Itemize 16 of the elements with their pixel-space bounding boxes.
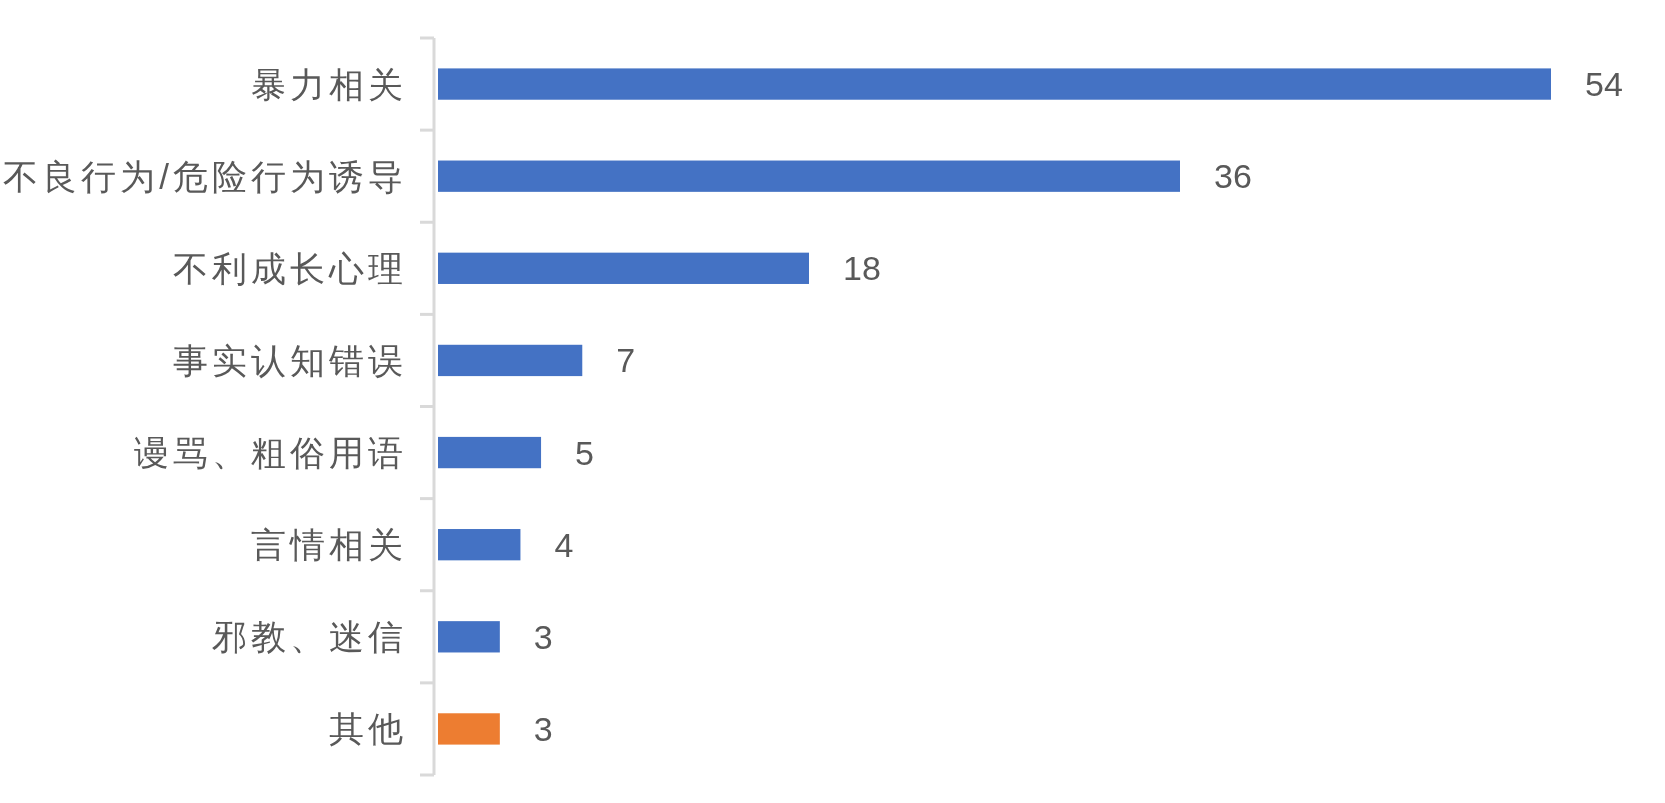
data-label: 54 — [1585, 65, 1623, 104]
data-label: 7 — [616, 341, 636, 380]
data-label: 36 — [1214, 157, 1252, 196]
category-label: 言情相关 — [251, 525, 407, 565]
data-label: 4 — [554, 525, 574, 564]
category-label: 不利成长心理 — [173, 248, 407, 288]
category-label: 事实认知错误 — [173, 340, 407, 380]
data-label: 3 — [533, 709, 553, 748]
data-label: 3 — [533, 617, 553, 656]
category-label: 不良行为/危险行为诱导 — [3, 156, 407, 196]
category-label: 邪教、迷信 — [212, 617, 407, 657]
data-label: 5 — [575, 433, 594, 472]
category-label: 谩骂、粗俗用语 — [134, 433, 407, 473]
data-label: 18 — [843, 249, 881, 288]
category-label: 其他 — [329, 709, 407, 749]
category-label: 暴力相关 — [251, 64, 407, 104]
